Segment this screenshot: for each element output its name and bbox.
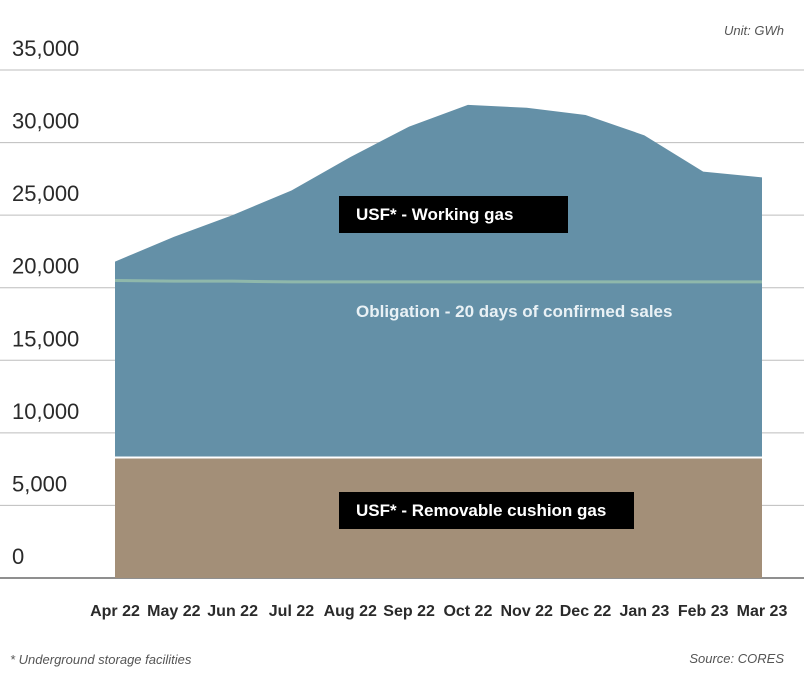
x-tick-label: Apr 22 — [90, 603, 140, 620]
y-tick-label: 35,000 — [12, 36, 79, 61]
x-tick-label: Jun 22 — [207, 603, 258, 620]
y-tick-label: 10,000 — [12, 399, 79, 424]
footnote: * Underground storage facilities — [10, 652, 192, 667]
y-tick-label: 0 — [12, 544, 24, 569]
y-axis-ticks: 0 5,000 10,000 15,000 20,000 25,000 30,000 35,0… — [12, 36, 79, 569]
x-tick-label: Sep 22 — [383, 603, 435, 620]
y-tick-label: 5,000 — [12, 471, 67, 496]
x-axis-ticks: Apr 22 May 22 Jun 22 Jul 22 Aug 22 Sep 22 Oct … — [90, 603, 787, 620]
label-box-cushion-gas — [339, 492, 634, 529]
x-tick-label: Nov 22 — [500, 603, 553, 620]
x-tick-label: May 22 — [147, 603, 200, 620]
x-tick-label: Oct 22 — [443, 603, 492, 620]
y-tick-label: 20,000 — [12, 254, 79, 279]
x-tick-label: Dec 22 — [560, 603, 612, 620]
x-tick-label: Aug 22 — [324, 603, 377, 620]
x-tick-label: Jan 23 — [619, 603, 669, 620]
x-tick-label: Jul 22 — [269, 603, 314, 620]
y-tick-label: 25,000 — [12, 181, 79, 206]
y-tick-label: 30,000 — [12, 109, 79, 134]
obligation-reference-line — [114, 278, 762, 284]
series-label-cushion-gas: USF* - Removable cushion gas — [356, 501, 606, 520]
series-label-working-gas: USF* - Working gas — [356, 205, 513, 224]
y-tick-label: 15,000 — [12, 326, 79, 351]
source-note: Source: CORES — [689, 651, 784, 666]
x-tick-label: Mar 23 — [737, 603, 788, 620]
obligation-line — [114, 278, 762, 284]
label-box-working-gas — [339, 196, 568, 233]
x-tick-label: Feb 23 — [678, 603, 729, 620]
unit-note: Unit: GWh — [724, 23, 784, 38]
series-labels: USF* - Working gas USF* - Removable cushi… — [339, 196, 672, 529]
series-label-obligation: Obligation - 20 days of confirmed sales — [356, 302, 672, 321]
